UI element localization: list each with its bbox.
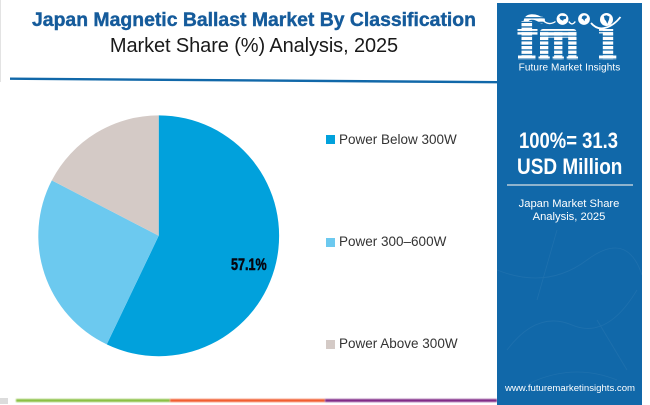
svg-text:Future Market Insights: Future Market Insights [519, 62, 621, 73]
